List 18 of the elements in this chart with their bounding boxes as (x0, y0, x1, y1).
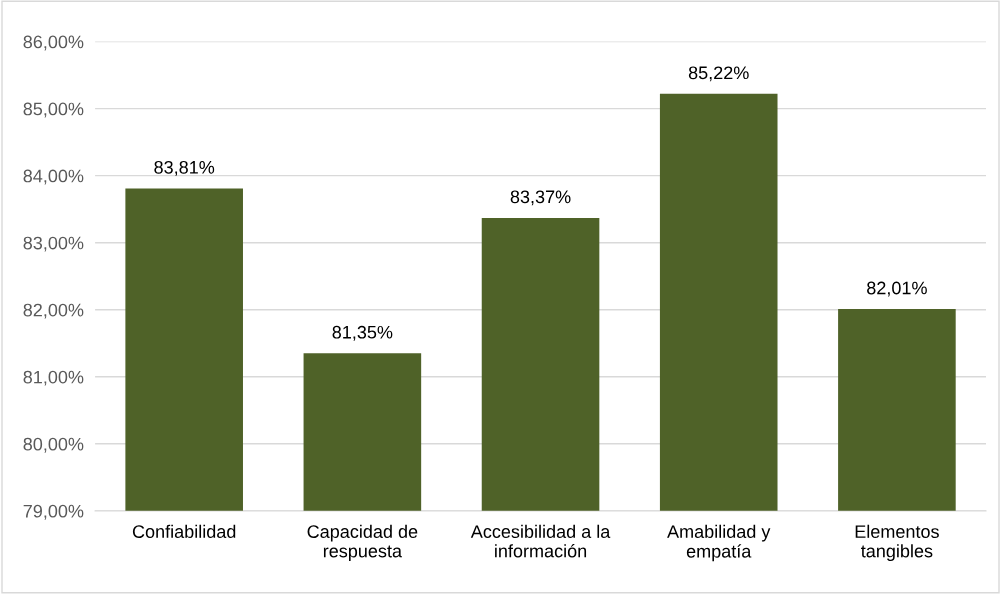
y-tick-label: 81,00% (23, 370, 84, 386)
data-label: 83,37% (510, 190, 571, 206)
data-label: 83,81% (154, 160, 215, 176)
x-tick-label: Confiabilidad (132, 524, 236, 538)
y-tick-label: 83,00% (23, 236, 84, 252)
y-tick-label: 86,00% (23, 35, 84, 51)
y-tick-label: 80,00% (23, 437, 84, 453)
x-tick-label: Amabilidad y empatía (667, 524, 771, 562)
data-label: 85,22% (688, 66, 749, 82)
y-tick-label: 82,00% (23, 303, 84, 319)
data-label: 81,35% (332, 325, 393, 341)
x-tick-label: Elementos tangibles (855, 524, 939, 562)
y-tick-label: 79,00% (23, 504, 84, 520)
y-tick-label: 85,00% (23, 102, 84, 118)
x-tick-label: Accesibilidad a la información (470, 524, 611, 558)
data-label: 82,01% (867, 281, 927, 297)
y-tick-label: 84,00% (23, 169, 84, 185)
x-tick-label: Capacidad de respuesta (307, 524, 418, 562)
